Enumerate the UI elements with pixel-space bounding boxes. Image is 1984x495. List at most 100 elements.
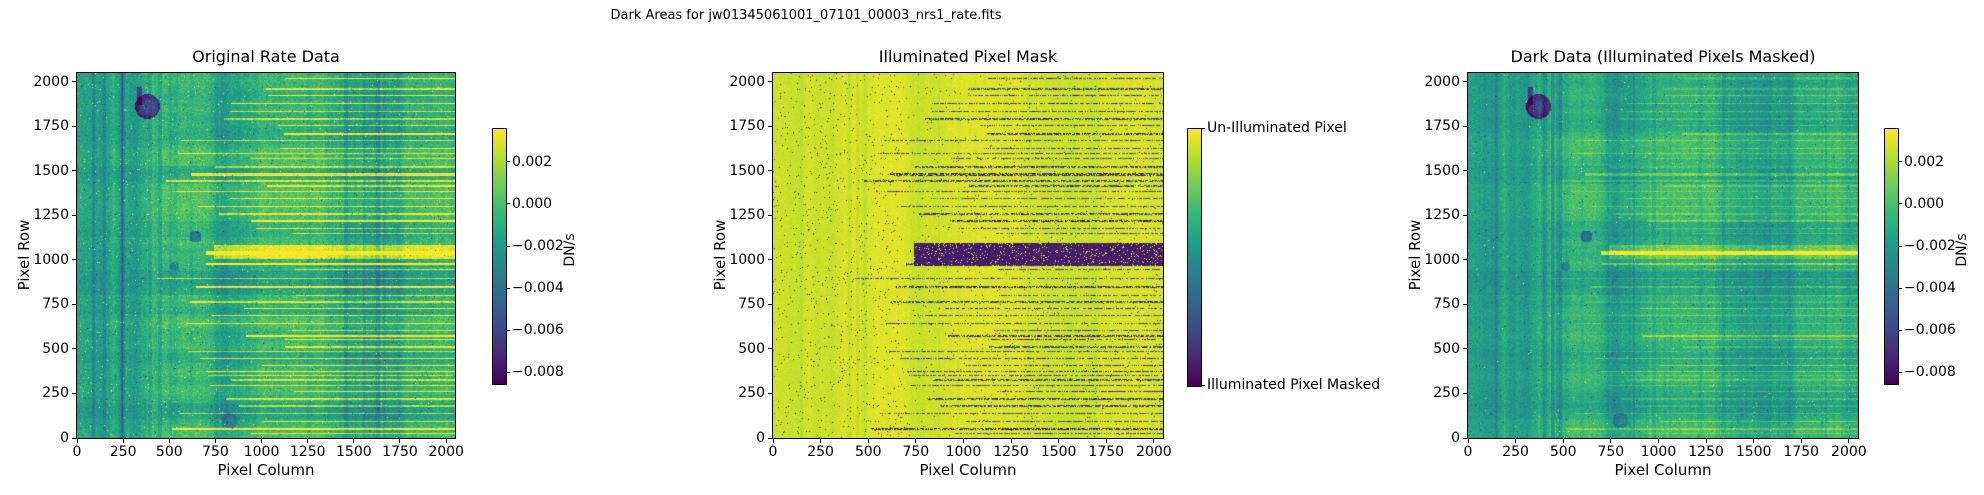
colorbar-tick-mark [1899, 371, 1902, 373]
x-tick-mark [1105, 439, 1107, 443]
colorbar-tick-label: −0.002 [1904, 238, 1956, 255]
colorbar-tick-mark [1899, 245, 1902, 247]
y-tick-label: 2000 [1424, 73, 1460, 90]
y-tick-label: 1250 [1424, 207, 1460, 224]
y-tick-label: 0 [1451, 430, 1460, 446]
x-tick-label: 1750 [1088, 444, 1125, 460]
y-tick-label: 500 [42, 340, 69, 357]
x-axis-label: Pixel Column [1614, 461, 1712, 479]
x-tick-label: 500 [1549, 444, 1577, 460]
x-tick-mark [1705, 439, 1707, 443]
x-tick-mark [353, 439, 355, 443]
y-tick-label: 250 [42, 385, 69, 402]
x-tick-label: 1500 [1735, 444, 1772, 460]
x-tick-label: 0 [72, 444, 82, 460]
x-tick-label: 1750 [382, 444, 418, 460]
y-tick-mark [72, 214, 76, 216]
x-tick-label: 1250 [289, 444, 326, 460]
x-tick-label: 1000 [1640, 444, 1677, 460]
heatmap-canvas [1468, 73, 1858, 438]
colorbar-tick-mark [507, 245, 510, 247]
colorbar-tick-label: −0.004 [1904, 280, 1956, 297]
colorbar-tick-label: −0.004 [512, 280, 564, 297]
y-axis-label: Pixel Row [711, 219, 729, 291]
y-tick-label: 750 [42, 296, 69, 313]
y-tick-label: 1500 [1424, 162, 1460, 179]
y-axis-label: Pixel Row [1406, 219, 1424, 291]
colorbar-tick-label: 0.002 [1904, 153, 1945, 170]
y-tick-mark [1463, 81, 1467, 83]
y-tick-label: 1750 [33, 118, 69, 135]
colorbar-tick-label: −0.006 [1904, 322, 1956, 339]
colorbar-tick-mark [1202, 384, 1205, 386]
colorbar-tick-label: 0.002 [512, 153, 553, 170]
y-tick-mark [1463, 259, 1467, 261]
y-tick-label: 1000 [729, 251, 765, 268]
x-tick-label: 250 [1502, 444, 1529, 460]
colorbar-tick-mark [1899, 287, 1902, 289]
x-tick-mark [915, 439, 917, 443]
x-tick-mark [1800, 439, 1802, 443]
y-tick-mark [72, 303, 76, 305]
y-tick-mark [1463, 303, 1467, 305]
x-tick-mark [1753, 439, 1755, 443]
colorbar-tick-label: −0.008 [1904, 364, 1956, 381]
y-tick-mark [1463, 392, 1467, 394]
y-tick-mark [72, 170, 76, 172]
y-tick-mark [768, 170, 772, 172]
x-tick-mark [867, 439, 869, 443]
x-tick-mark [1610, 439, 1612, 443]
colorbar-tick-mark [507, 371, 510, 373]
colorbar-label: DN/s [1954, 233, 1970, 267]
colorbar-tick-label: 0.000 [512, 195, 553, 212]
y-tick-mark [768, 125, 772, 127]
y-tick-mark [72, 392, 76, 394]
y-tick-label: 1750 [1424, 118, 1460, 135]
axes-title: Illuminated Pixel Mask [878, 47, 1058, 66]
y-tick-label: 750 [738, 296, 765, 313]
x-tick-mark [1010, 439, 1012, 443]
x-tick-label: 500 [854, 444, 882, 460]
x-tick-label: 750 [202, 444, 229, 460]
colorbar [1187, 128, 1202, 387]
y-tick-mark [768, 259, 772, 261]
figure-title: Dark Areas for jw01345061001_07101_00003… [610, 8, 1002, 23]
colorbar-tick-label: Illuminated Pixel Masked [1207, 377, 1381, 393]
x-tick-label: 250 [109, 444, 137, 460]
x-tick-label: 0 [768, 444, 778, 460]
x-tick-mark [820, 439, 822, 443]
y-tick-mark [1463, 214, 1467, 216]
colorbar-tick-label: −0.008 [512, 364, 564, 381]
x-tick-mark [307, 439, 309, 443]
y-tick-mark [1463, 437, 1467, 439]
axes-frame [1467, 72, 1859, 439]
y-tick-label: 0 [60, 430, 69, 446]
x-tick-mark [1848, 439, 1850, 443]
y-tick-label: 250 [1433, 385, 1460, 402]
y-tick-label: 1000 [1424, 251, 1460, 268]
colorbar-tick-mark [1899, 161, 1902, 163]
y-tick-label: 0 [756, 430, 765, 446]
x-tick-label: 750 [902, 444, 930, 460]
x-tick-label: 1000 [945, 444, 982, 460]
y-tick-mark [1463, 348, 1467, 350]
colorbar-tick-mark [507, 329, 510, 331]
x-tick-mark [399, 439, 401, 443]
colorbar-tick-mark [1899, 329, 1902, 331]
y-tick-mark [72, 348, 76, 350]
colorbar-tick-mark [507, 287, 510, 289]
colorbar [492, 128, 507, 385]
x-tick-label: 2000 [428, 444, 464, 460]
x-tick-mark [1562, 439, 1564, 443]
colorbar [1884, 128, 1899, 385]
y-tick-mark [72, 125, 76, 127]
colorbar-tick-label: −0.002 [512, 238, 564, 255]
y-tick-label: 1000 [33, 251, 69, 268]
y-tick-mark [768, 303, 772, 305]
y-tick-mark [768, 437, 772, 439]
colorbar-tick-mark [507, 161, 510, 163]
y-tick-label: 750 [1433, 296, 1460, 313]
x-tick-label: 500 [155, 444, 183, 460]
y-tick-label: 2000 [33, 73, 69, 90]
y-tick-mark [768, 348, 772, 350]
